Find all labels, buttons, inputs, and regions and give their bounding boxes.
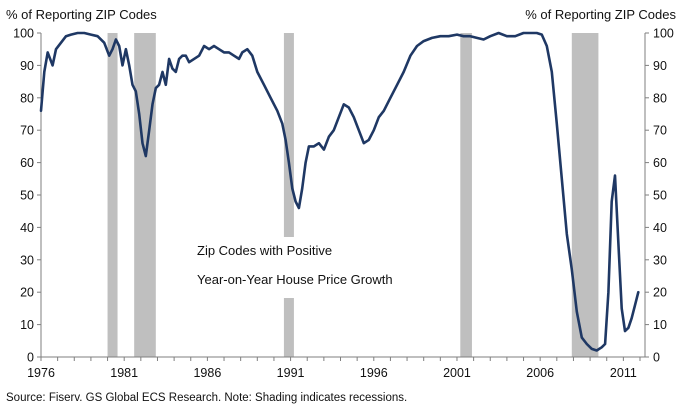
- recession-bar: [107, 33, 118, 357]
- y-tick-label-right: 50: [653, 189, 667, 203]
- x-tick-label: 1996: [360, 366, 388, 380]
- annotation-line-2: Year-on-Year House Price Growth: [197, 272, 393, 287]
- y-tick-label-left: 60: [20, 156, 34, 170]
- tick-marks: [37, 32, 649, 361]
- y-tick-label-left: 10: [20, 318, 34, 332]
- y-tick-label-left: 50: [20, 189, 34, 203]
- x-tick-label: 1976: [27, 366, 55, 380]
- y-axis-title-right: % of Reporting ZIP Codes: [525, 7, 676, 22]
- y-tick-label-right: 70: [653, 124, 667, 138]
- recession-bar: [283, 33, 294, 237]
- tick-labels: 0 0 10 10 20 20 30 30 40 40 50 50 60 60 70 70 80 80 90 90 10…: [13, 27, 674, 381]
- recession-bar: [283, 298, 294, 357]
- y-tick-label-left: 40: [20, 221, 34, 235]
- series-lines: [39, 31, 640, 352]
- y-tick-label-left: 30: [20, 253, 34, 267]
- y-tick-label-right: 80: [653, 91, 667, 105]
- x-tick-label: 1991: [277, 366, 305, 380]
- x-tick-label: 1986: [193, 366, 221, 380]
- y-tick-label-left: 70: [20, 124, 34, 138]
- source-note: Source: Fiserv. GS Global ECS Research. …: [6, 392, 408, 404]
- y-tick-label-right: 90: [653, 59, 667, 73]
- y-tick-label-right: 40: [653, 221, 667, 235]
- y-tick-label-right: 0: [653, 351, 660, 365]
- y-tick-label-left: 0: [27, 351, 34, 365]
- recession-shading: [107, 33, 599, 357]
- y-tick-label-left: 80: [20, 91, 34, 105]
- annotation-line-1: Zip Codes with Positive: [197, 243, 333, 258]
- y-tick-label-right: 10: [653, 318, 667, 332]
- x-tick-label: 2001: [443, 366, 471, 380]
- y-tick-label-right: 60: [653, 156, 667, 170]
- y-tick-label-left: 20: [20, 286, 34, 300]
- recession-bar: [134, 33, 156, 357]
- x-tick-label: 2011: [610, 366, 637, 380]
- x-tick-label: 1981: [110, 366, 138, 380]
- y-tick-label-right: 30: [653, 253, 667, 267]
- y-tick-label-left: 100: [13, 27, 34, 41]
- y-tick-label-left: 90: [20, 59, 34, 73]
- y-tick-label-right: 20: [653, 286, 667, 300]
- x-tick-label: 2006: [526, 366, 554, 380]
- y-tick-label-right: 100: [653, 27, 674, 41]
- series-line: [39, 31, 640, 352]
- recession-bar: [460, 33, 472, 357]
- y-axis-title-left: % of Reporting ZIP Codes: [6, 7, 157, 22]
